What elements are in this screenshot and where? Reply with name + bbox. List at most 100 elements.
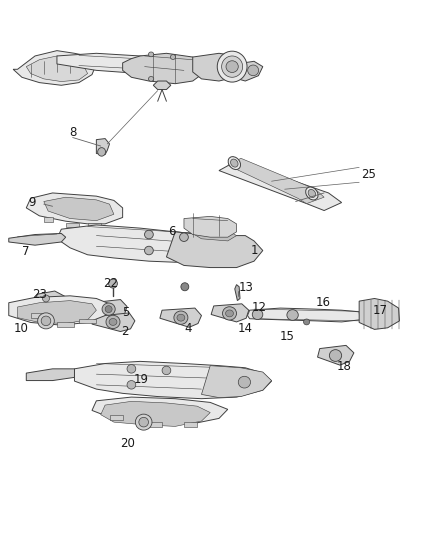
Polygon shape	[101, 401, 210, 426]
Polygon shape	[359, 298, 399, 329]
Polygon shape	[57, 322, 74, 327]
Polygon shape	[90, 300, 127, 318]
Polygon shape	[66, 223, 79, 227]
Polygon shape	[153, 81, 171, 90]
Polygon shape	[92, 313, 135, 332]
Polygon shape	[26, 369, 74, 381]
Ellipse shape	[148, 52, 154, 57]
Ellipse shape	[174, 311, 188, 324]
Polygon shape	[201, 366, 272, 398]
Polygon shape	[57, 53, 193, 76]
Ellipse shape	[308, 189, 316, 198]
Text: 16: 16	[316, 296, 331, 309]
Polygon shape	[9, 233, 66, 245]
Polygon shape	[149, 422, 162, 427]
Polygon shape	[57, 225, 228, 262]
Text: 20: 20	[120, 437, 135, 450]
Text: 2: 2	[121, 325, 129, 338]
Polygon shape	[318, 345, 354, 365]
Polygon shape	[18, 301, 96, 324]
Polygon shape	[88, 223, 101, 227]
Ellipse shape	[252, 309, 263, 320]
Ellipse shape	[230, 159, 238, 167]
Text: 15: 15	[280, 330, 295, 343]
Ellipse shape	[102, 303, 115, 316]
Ellipse shape	[238, 376, 251, 388]
Text: 10: 10	[14, 322, 28, 335]
Text: 8: 8	[69, 126, 76, 139]
Text: 4: 4	[184, 322, 192, 335]
Text: 23: 23	[32, 288, 47, 301]
Polygon shape	[44, 217, 53, 222]
Polygon shape	[96, 139, 110, 155]
Ellipse shape	[226, 310, 233, 317]
Text: 17: 17	[373, 304, 388, 317]
Polygon shape	[44, 197, 114, 221]
Ellipse shape	[139, 417, 148, 427]
Polygon shape	[26, 56, 88, 82]
Ellipse shape	[105, 306, 112, 312]
Ellipse shape	[223, 307, 237, 320]
Polygon shape	[184, 422, 197, 427]
Ellipse shape	[180, 233, 188, 241]
Polygon shape	[193, 228, 237, 241]
Text: 1: 1	[250, 244, 258, 257]
Ellipse shape	[329, 350, 342, 361]
Ellipse shape	[38, 313, 54, 329]
Ellipse shape	[127, 365, 136, 373]
Ellipse shape	[226, 61, 238, 72]
Text: 13: 13	[239, 281, 254, 294]
Polygon shape	[228, 158, 324, 204]
Ellipse shape	[248, 65, 258, 76]
Polygon shape	[193, 53, 245, 81]
Ellipse shape	[41, 316, 51, 326]
Ellipse shape	[145, 230, 153, 239]
Polygon shape	[247, 308, 360, 322]
Text: 7: 7	[21, 245, 29, 258]
Text: 6: 6	[168, 225, 176, 238]
Ellipse shape	[304, 319, 310, 325]
Ellipse shape	[177, 314, 185, 321]
Ellipse shape	[106, 315, 120, 328]
Ellipse shape	[135, 414, 152, 430]
Polygon shape	[13, 51, 96, 85]
Polygon shape	[26, 193, 123, 224]
Polygon shape	[219, 161, 342, 211]
Ellipse shape	[162, 366, 171, 375]
Text: 22: 22	[103, 277, 118, 290]
Ellipse shape	[217, 51, 247, 82]
Polygon shape	[79, 319, 96, 323]
Polygon shape	[211, 304, 249, 322]
Ellipse shape	[42, 295, 49, 302]
Polygon shape	[160, 308, 201, 327]
Ellipse shape	[287, 310, 298, 320]
Ellipse shape	[98, 148, 106, 156]
Polygon shape	[166, 232, 263, 268]
Ellipse shape	[109, 318, 117, 325]
Polygon shape	[184, 216, 237, 237]
Text: 18: 18	[337, 360, 352, 373]
Polygon shape	[232, 61, 263, 81]
Ellipse shape	[148, 76, 154, 82]
Text: 9: 9	[28, 196, 36, 209]
Polygon shape	[123, 53, 201, 84]
Ellipse shape	[145, 246, 153, 255]
Polygon shape	[9, 296, 110, 325]
Text: 5: 5	[122, 306, 129, 319]
Polygon shape	[235, 285, 240, 301]
Polygon shape	[36, 291, 65, 305]
Ellipse shape	[170, 55, 176, 60]
Ellipse shape	[306, 187, 318, 200]
Ellipse shape	[127, 381, 136, 389]
Text: 14: 14	[238, 322, 253, 335]
Polygon shape	[92, 397, 228, 424]
Text: 25: 25	[361, 168, 376, 181]
Polygon shape	[74, 361, 272, 399]
Text: 19: 19	[134, 373, 148, 386]
Text: 12: 12	[252, 301, 267, 313]
Polygon shape	[31, 313, 44, 318]
Ellipse shape	[222, 56, 243, 77]
Ellipse shape	[228, 157, 240, 169]
Polygon shape	[110, 415, 123, 420]
Ellipse shape	[181, 282, 189, 291]
